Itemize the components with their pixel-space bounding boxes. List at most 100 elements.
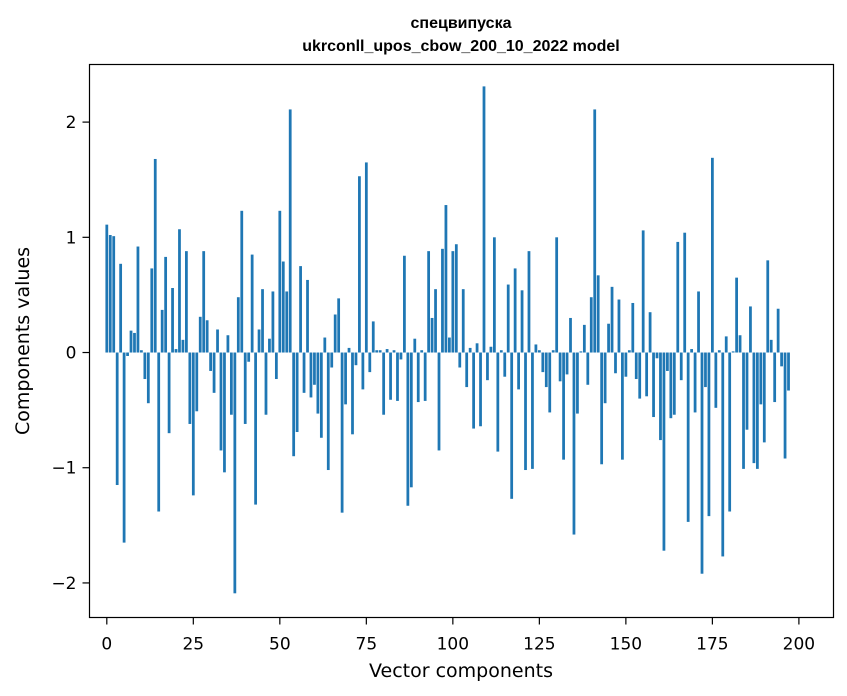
bar (482, 86, 486, 353)
x-tick-label: 0 (101, 635, 112, 655)
bar (281, 261, 285, 353)
bar (150, 268, 154, 353)
bar (645, 352, 649, 397)
bar (541, 352, 545, 373)
bar (759, 352, 763, 405)
bar (548, 352, 552, 413)
bar (198, 316, 202, 353)
bar (278, 210, 282, 353)
bar (316, 352, 320, 414)
x-tick-label: 25 (182, 635, 204, 655)
bar (219, 352, 223, 451)
bar (333, 314, 337, 353)
bar (749, 306, 752, 353)
bar (576, 352, 579, 414)
bar (468, 347, 472, 353)
x-axis-ticks: 0 25 50 75 100 125 150 175 200 (101, 617, 815, 655)
bar (423, 352, 427, 401)
bar (257, 329, 261, 353)
bar (624, 352, 628, 377)
bar (240, 210, 244, 353)
bar (520, 290, 524, 353)
bar (361, 352, 365, 390)
x-axis-label: Vector components (369, 660, 553, 682)
bar (406, 352, 410, 506)
bar (146, 352, 150, 404)
bar (492, 237, 496, 353)
bar (679, 352, 683, 381)
bar (589, 297, 593, 353)
bar (292, 352, 296, 457)
bar (641, 230, 645, 353)
bar (735, 277, 738, 353)
bar (769, 339, 773, 353)
bar (236, 297, 240, 353)
bar (752, 352, 756, 464)
bar (247, 352, 251, 362)
bar (551, 350, 555, 353)
bar (537, 350, 541, 353)
y-tick-label: −2 (51, 574, 76, 594)
bar (226, 335, 230, 353)
bar (704, 352, 707, 388)
bar (534, 344, 538, 353)
bar (153, 158, 157, 353)
bar (503, 352, 507, 377)
bar (531, 352, 534, 469)
y-tick-label: 1 (66, 228, 77, 248)
bar (420, 350, 424, 353)
bar (188, 352, 192, 424)
bar (274, 352, 278, 380)
x-tick-label: 150 (610, 635, 642, 655)
bar (129, 330, 133, 353)
bar (403, 255, 406, 353)
bar (229, 352, 233, 415)
bar (731, 351, 735, 353)
bar (787, 352, 790, 391)
bar (499, 350, 503, 353)
bar (707, 352, 711, 517)
y-tick-label: 2 (66, 113, 77, 133)
bar (489, 346, 493, 353)
bar (347, 347, 351, 353)
bar (351, 352, 354, 435)
bar (288, 109, 292, 353)
bar (209, 352, 212, 371)
bar (344, 352, 347, 405)
bar (638, 352, 642, 399)
bar (119, 263, 123, 353)
bar (527, 251, 531, 353)
bar (582, 324, 586, 353)
bar (714, 352, 718, 408)
bar (254, 352, 257, 505)
bar (122, 352, 126, 543)
bar (742, 352, 745, 469)
bar (378, 350, 382, 353)
bar (648, 312, 652, 353)
bar (458, 352, 462, 368)
bar (780, 352, 783, 367)
bar (596, 275, 600, 353)
bar (434, 289, 437, 353)
bar (105, 224, 109, 353)
bar (676, 241, 680, 353)
bar (517, 352, 520, 390)
bar (371, 321, 375, 353)
bar (655, 352, 659, 359)
bar (510, 352, 514, 499)
bar (634, 352, 638, 380)
bar (451, 251, 455, 353)
bar (437, 352, 441, 451)
bar (233, 352, 237, 594)
bar (475, 343, 479, 353)
bar (717, 350, 721, 353)
bar (140, 350, 143, 353)
bar (652, 352, 655, 418)
bar (603, 352, 607, 404)
bar (413, 338, 417, 353)
plot-frame (88, 63, 835, 619)
bar (690, 349, 694, 353)
bar (185, 251, 188, 353)
bar (212, 352, 216, 393)
bar (157, 352, 161, 512)
